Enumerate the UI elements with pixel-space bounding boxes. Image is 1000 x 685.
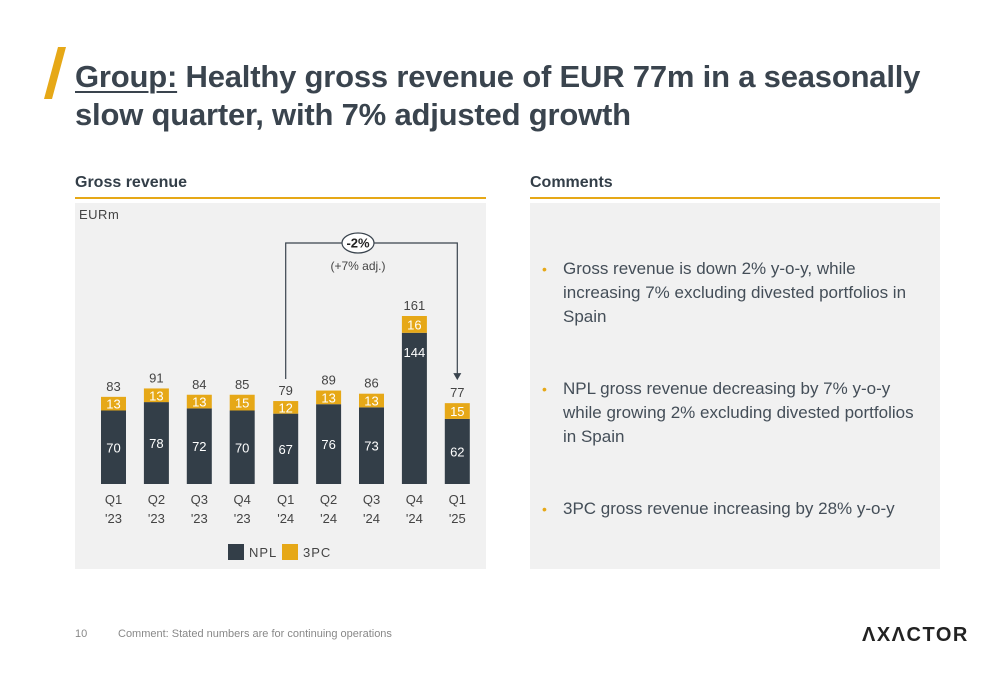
footnote: Comment: Stated numbers are for continui… (118, 628, 392, 640)
x-tick-label: '25 (449, 511, 466, 526)
bar-3pc (401, 316, 427, 333)
data-label-3pc: 12 (278, 400, 292, 415)
bar-npl (101, 410, 126, 484)
bullet-icon: • (542, 501, 547, 517)
data-label-total: 161 (404, 298, 426, 313)
data-label-total: 83 (106, 379, 120, 394)
adjusted-change-label: (+7% adj.) (330, 259, 385, 273)
data-label-npl: 76 (321, 437, 335, 452)
bar-npl (143, 402, 169, 484)
bar-3pc (273, 401, 299, 414)
data-label-3pc: 13 (149, 388, 163, 403)
data-label-3pc: 13 (192, 395, 206, 410)
x-tick-label: '24 (363, 511, 380, 526)
data-label-3pc: 13 (321, 390, 335, 405)
comment-item: • Gross revenue is down 2% y-o-y, while i… (530, 257, 930, 329)
x-tick-label: '23 (191, 511, 208, 526)
data-label-npl: 73 (364, 439, 378, 454)
gross-revenue-rule (75, 197, 486, 199)
x-tick-label: '24 (320, 511, 337, 526)
bar-npl (401, 332, 427, 484)
legend-swatch-npl (228, 544, 244, 560)
comments-heading: Comments (530, 174, 613, 191)
bar-npl (359, 407, 384, 484)
slide-title: Group: Healthy gross revenue of EUR 77m … (75, 58, 975, 134)
bar-3pc (101, 396, 126, 411)
data-label-npl: 72 (192, 439, 206, 454)
x-tick-label: '24 (277, 511, 294, 526)
title-lead: Group: (75, 59, 178, 94)
x-tick-label: '23 (105, 511, 122, 526)
data-label-3pc: 13 (364, 394, 378, 409)
data-label-npl: 144 (404, 345, 426, 360)
legend-label-3pc: 3PC (303, 545, 331, 560)
accent-slash-icon (44, 47, 66, 99)
comment-text: Gross revenue is down 2% y-o-y, while in… (563, 259, 907, 326)
bar-npl (273, 413, 299, 484)
bar-3pc (444, 403, 470, 419)
gross-revenue-chart: 70 13 83 Q1 '23 78 13 91 Q2 '23 72 13 84 Q3 '23 70 15 85 Q… (101, 232, 470, 560)
x-tick-label: Q3 (191, 492, 208, 507)
bar-npl (316, 404, 342, 484)
legend-swatch-3pc (282, 544, 298, 560)
data-label-3pc: 15 (450, 404, 464, 419)
x-tick-label: Q2 (148, 492, 165, 507)
comments-rule (530, 197, 940, 199)
x-tick-label: Q1 (105, 492, 122, 507)
data-label-npl: 70 (106, 440, 120, 455)
x-tick-label: '23 (234, 511, 251, 526)
x-tick-label: '24 (406, 511, 423, 526)
data-label-total: 84 (192, 377, 206, 392)
data-label-total: 86 (364, 376, 378, 391)
gross-revenue-heading: Gross revenue (75, 174, 188, 191)
comments-panel (530, 203, 940, 569)
data-label-total: 91 (149, 370, 163, 385)
bar-3pc (143, 388, 169, 403)
page-number: 10 (75, 628, 88, 640)
x-tick-label: Q4 (406, 492, 423, 507)
bar-3pc (186, 394, 212, 409)
data-label-npl: 67 (278, 442, 292, 457)
comment-text: 3PC gross revenue increasing by 28% y-o-… (563, 499, 895, 518)
data-label-npl: 62 (450, 444, 464, 459)
axactor-logo: ΛXΛCTOR (862, 624, 969, 646)
x-tick-label: Q3 (363, 492, 380, 507)
data-label-npl: 70 (235, 440, 249, 455)
bar-3pc (359, 393, 384, 408)
legend-label-npl: NPL (249, 545, 277, 560)
change-label: -2% (346, 236, 370, 251)
bar-3pc (229, 394, 255, 411)
bar-3pc (316, 390, 342, 405)
change-arrowhead (453, 373, 462, 381)
title-rest: Healthy gross revenue of EUR 77m in a se… (75, 59, 921, 132)
bar-npl (229, 410, 255, 484)
bar-npl (186, 408, 212, 484)
data-label-3pc: 13 (106, 397, 120, 412)
data-label-3pc: 15 (235, 396, 249, 411)
data-label-total: 79 (278, 383, 292, 398)
data-label-3pc: 16 (407, 317, 421, 332)
comment-item: • NPL gross revenue decreasing by 7% y-o-… (530, 377, 930, 449)
bullet-icon: • (542, 381, 547, 397)
x-tick-label: Q4 (234, 492, 251, 507)
data-label-total: 89 (321, 373, 335, 388)
change-oval (341, 232, 375, 254)
x-tick-label: '23 (148, 511, 165, 526)
chart-unit-label: EURm (79, 207, 120, 222)
x-tick-label: Q1 (449, 492, 466, 507)
comment-item: • 3PC gross revenue increasing by 28% y-o… (530, 497, 930, 521)
data-label-total: 77 (450, 385, 464, 400)
x-tick-label: Q2 (320, 492, 337, 507)
data-label-total: 85 (235, 377, 249, 392)
comment-text: NPL gross revenue decreasing by 7% y-o-y… (563, 379, 914, 446)
bullet-icon: • (542, 261, 547, 277)
data-label-npl: 78 (149, 436, 163, 451)
x-tick-label: Q1 (277, 492, 294, 507)
bar-npl (444, 418, 470, 484)
